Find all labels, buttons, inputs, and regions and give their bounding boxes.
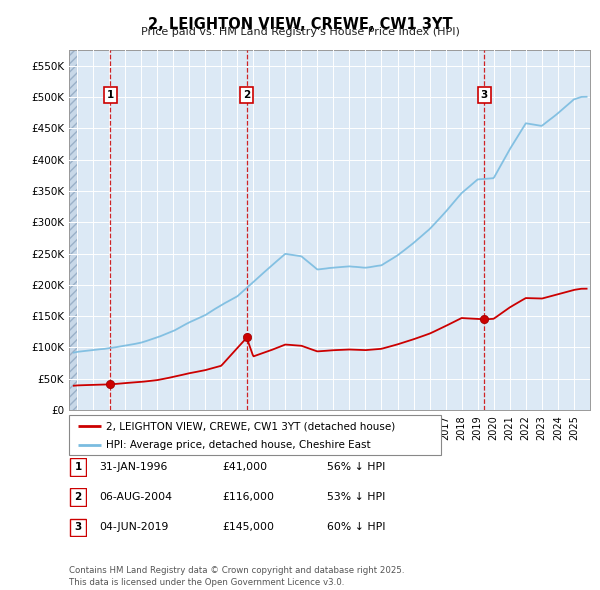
Text: 04-JUN-2019: 04-JUN-2019 [99,523,169,532]
Text: 60% ↓ HPI: 60% ↓ HPI [327,523,386,532]
Text: 3: 3 [481,90,488,100]
Text: 31-JAN-1996: 31-JAN-1996 [99,463,167,472]
Text: £145,000: £145,000 [222,523,274,532]
Bar [69,50,77,410]
Text: £116,000: £116,000 [222,493,274,502]
Text: Price paid vs. HM Land Registry's House Price Index (HPI): Price paid vs. HM Land Registry's House … [140,27,460,37]
Text: £41,000: £41,000 [222,463,267,472]
FancyBboxPatch shape [70,489,86,506]
Bar [69,50,77,410]
FancyBboxPatch shape [70,519,86,536]
Text: 2: 2 [74,493,82,502]
Text: 06-AUG-2004: 06-AUG-2004 [99,493,172,502]
Text: Contains HM Land Registry data © Crown copyright and database right 2025.
This d: Contains HM Land Registry data © Crown c… [69,566,404,587]
Text: 1: 1 [74,463,82,472]
Text: 2: 2 [243,90,250,100]
Text: HPI: Average price, detached house, Cheshire East: HPI: Average price, detached house, Ches… [106,440,371,450]
Text: 2, LEIGHTON VIEW, CREWE, CW1 3YT: 2, LEIGHTON VIEW, CREWE, CW1 3YT [148,17,452,31]
Text: 2, LEIGHTON VIEW, CREWE, CW1 3YT (detached house): 2, LEIGHTON VIEW, CREWE, CW1 3YT (detach… [106,421,395,431]
FancyBboxPatch shape [69,415,441,455]
Text: 3: 3 [74,523,82,532]
Text: 53% ↓ HPI: 53% ↓ HPI [327,493,385,502]
Text: 1: 1 [107,90,114,100]
FancyBboxPatch shape [70,458,86,476]
Text: 56% ↓ HPI: 56% ↓ HPI [327,463,385,472]
